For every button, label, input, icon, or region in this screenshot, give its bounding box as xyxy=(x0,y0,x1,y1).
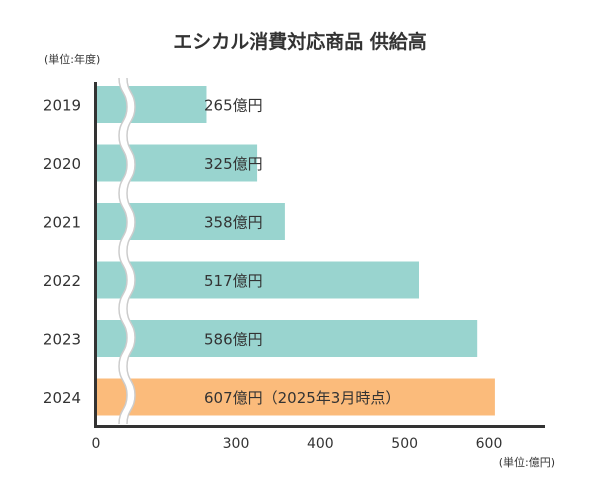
data-label-2019: 265億円 xyxy=(204,97,263,115)
bar-2019 xyxy=(97,86,207,123)
axis-break-group xyxy=(118,77,136,425)
x-axis-unit-label: (単位:億円) xyxy=(499,455,555,469)
data-label-2022: 517億円 xyxy=(204,272,263,290)
bar-2024 xyxy=(97,378,495,416)
bar-2022 xyxy=(97,261,420,299)
data-label-2023: 586億円 xyxy=(204,331,263,349)
x-tick-label-600: 600 xyxy=(476,436,503,452)
y-axis-unit-label: (単位:年度) xyxy=(44,52,100,66)
category-label-2022: 2022 xyxy=(43,272,81,290)
x-tick-label-500: 500 xyxy=(391,436,418,452)
category-labels-group: 2019 2020 2021 2022 2023 2024 xyxy=(43,97,81,408)
x-tick-label-0: 0 xyxy=(92,436,101,452)
category-label-2023: 2023 xyxy=(43,331,81,349)
category-label-2024: 2024 xyxy=(43,389,81,407)
axis-break-line-right xyxy=(126,77,136,425)
axis-break-line-left xyxy=(118,77,128,425)
bars-group xyxy=(97,86,495,416)
chart-title: エシカル消費対応商品 供給高 xyxy=(173,30,427,53)
x-tick-label-300: 300 xyxy=(223,436,250,452)
x-tick-labels-group: 0 300 400 500 600 xyxy=(92,436,503,452)
category-label-2020: 2020 xyxy=(43,155,81,173)
x-tick-label-400: 400 xyxy=(307,436,334,452)
data-label-2021: 358億円 xyxy=(204,214,263,232)
data-label-2024: 607億円（2025年3月時点） xyxy=(204,389,400,407)
data-labels-group: 265億円 325億円 358億円 517億円 586億円 607億円（2025年3月時点… xyxy=(204,97,400,408)
category-label-2021: 2021 xyxy=(43,214,81,232)
bar-2023 xyxy=(97,320,478,357)
category-label-2019: 2019 xyxy=(43,97,81,115)
data-label-2020: 325億円 xyxy=(204,155,263,173)
